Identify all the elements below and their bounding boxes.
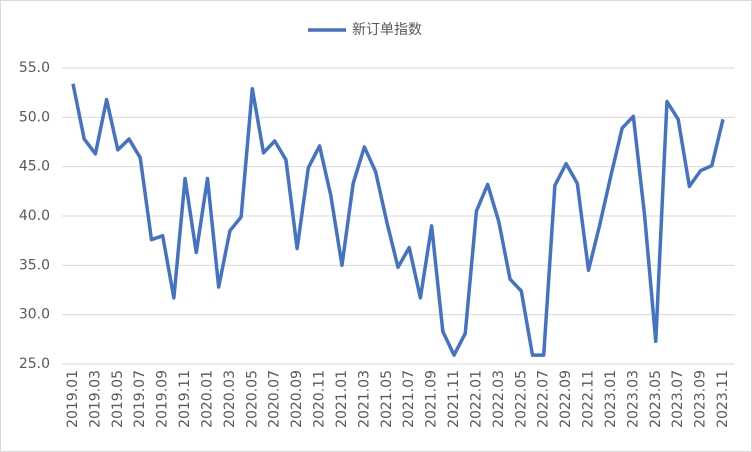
x-tick-label: 2023.05 xyxy=(648,370,664,428)
x-tick-label: 2020.03 xyxy=(222,370,238,428)
x-tick-label: 2022.01 xyxy=(468,370,484,428)
x-tick-label: 2022.05 xyxy=(513,370,529,428)
x-tick-label: 2022.07 xyxy=(536,370,552,428)
x-tick-label: 2020.05 xyxy=(244,370,260,428)
x-tick-label: 2019.07 xyxy=(132,370,148,428)
x-tick-label: 2019.11 xyxy=(177,370,193,428)
x-tick-label: 2019.05 xyxy=(110,370,126,428)
y-tick-label: 35.0 xyxy=(19,257,50,273)
y-tick-label: 50.0 xyxy=(19,109,50,125)
legend-label: 新订单指数 xyxy=(352,22,422,38)
x-tick-label: 2021.01 xyxy=(334,370,350,428)
x-tick-label: 2023.09 xyxy=(693,370,709,428)
x-tick-label: 2019.03 xyxy=(87,370,103,428)
x-tick-label: 2020.09 xyxy=(289,370,305,428)
y-tick-label: 40.0 xyxy=(19,208,50,224)
x-tick-label: 2023.03 xyxy=(625,370,641,428)
x-tick-label: 2021.11 xyxy=(446,370,462,428)
x-tick-label: 2019.09 xyxy=(155,370,171,428)
x-tick-label: 2021.03 xyxy=(356,370,372,428)
data-line xyxy=(71,83,725,357)
x-tick-label: 2021.09 xyxy=(424,370,440,428)
x-tick-label: 2019.01 xyxy=(65,370,81,428)
x-tick-label: 2021.05 xyxy=(379,370,395,428)
x-tick-label: 2023.07 xyxy=(670,370,686,428)
x-tick-label: 2020.07 xyxy=(267,370,283,428)
x-tick-label: 2023.11 xyxy=(715,370,731,428)
y-tick-label: 25.0 xyxy=(19,356,50,372)
y-tick-label: 45.0 xyxy=(19,159,50,175)
x-tick-label: 2020.11 xyxy=(312,370,328,428)
x-tick-label: 2022.09 xyxy=(558,370,574,428)
x-tick-label: 2023.01 xyxy=(603,370,619,428)
x-tick-label: 2021.07 xyxy=(401,370,417,428)
x-tick-label: 2022.11 xyxy=(581,370,597,428)
x-tick-label: 2020.01 xyxy=(199,370,215,428)
y-tick-label: 30.0 xyxy=(19,307,50,323)
x-tick-label: 2022.03 xyxy=(491,370,507,428)
y-tick-label: 55.0 xyxy=(19,60,50,76)
